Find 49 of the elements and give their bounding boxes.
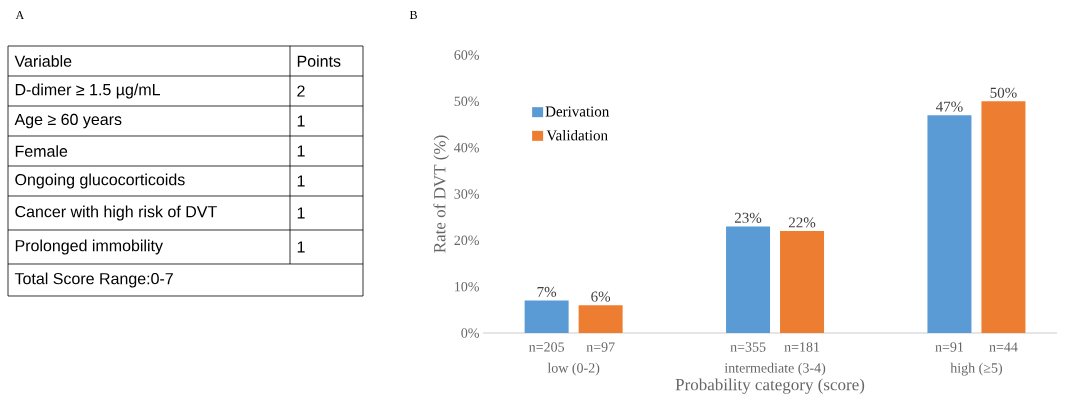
- text: Points: [297, 55, 341, 67]
- y-tick-label: 30%: [454, 189, 479, 199]
- legend-label: Derivation: [545, 106, 610, 117]
- y-tick-label: 50%: [454, 96, 479, 107]
- data-label: 47%: [936, 101, 963, 112]
- y-tick-label: 0%: [461, 328, 479, 338]
- legend-label: Validation: [546, 129, 608, 141]
- y-axis-title: Rate of DVT (%): [433, 135, 449, 253]
- text: Total Score Range:0-7: [14, 272, 173, 288]
- text: D-dimer ≥ 1.5 µg/mL: [15, 83, 161, 99]
- x-tick-label: high (≥5): [950, 362, 1003, 376]
- x-axis-title: Probability category (score): [675, 378, 865, 394]
- text: Ongoing glucocorticoids: [15, 173, 185, 189]
- text: n=91: [935, 342, 964, 352]
- bar: [780, 231, 825, 333]
- text: 1: [297, 207, 305, 219]
- text: 1: [297, 115, 305, 127]
- text: n=181: [784, 342, 820, 352]
- data-label: 6%: [591, 291, 611, 302]
- x-tick-label: intermediate (3-4): [724, 362, 826, 376]
- data-label: 22%: [788, 217, 816, 228]
- text: n=97: [586, 342, 615, 352]
- text: n=205: [529, 342, 565, 352]
- data-label: 23%: [734, 212, 762, 223]
- chart-title: B: [409, 11, 417, 19]
- text: Age ≥ 60 years: [14, 113, 122, 129]
- text: n=355: [730, 342, 766, 352]
- bar: [578, 305, 623, 333]
- data-label: 7%: [537, 286, 557, 298]
- text: Female: [15, 145, 68, 157]
- text: n=44: [989, 342, 1018, 352]
- text: Prolonged immobility: [15, 239, 163, 255]
- y-tick-label: 40%: [454, 142, 479, 153]
- bar: [927, 115, 972, 333]
- text: 1: [297, 145, 305, 157]
- text: 2: [297, 85, 305, 97]
- bar: [524, 300, 569, 333]
- data-label: 50%: [990, 87, 1017, 98]
- x-tick-label: low (0-2): [547, 362, 600, 376]
- text: Variable: [14, 55, 72, 67]
- y-tick-label: 20%: [454, 235, 479, 246]
- y-tick-label: 10%: [455, 281, 479, 292]
- text: 1: [297, 175, 305, 187]
- text: Cancer with high risk of DVT: [15, 205, 217, 221]
- bar: [981, 101, 1026, 333]
- text: 1: [297, 241, 305, 253]
- y-tick-label: 60%: [454, 50, 479, 60]
- bar: [726, 226, 771, 333]
- text: A: [15, 11, 25, 19]
